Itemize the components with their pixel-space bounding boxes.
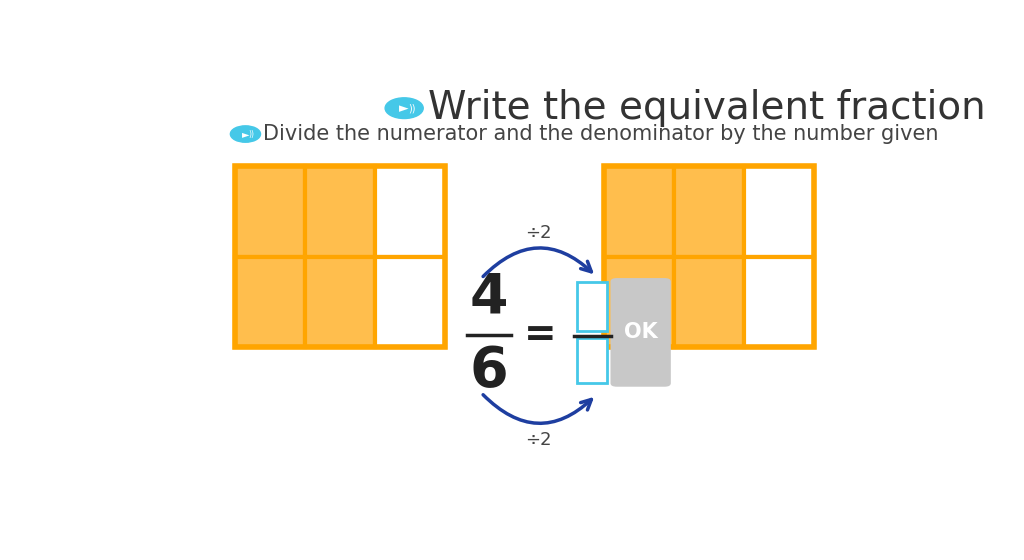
Text: ►: ► [242, 129, 249, 139]
Bar [578, 282, 607, 331]
Bar [236, 257, 305, 347]
Text: 6: 6 [470, 344, 509, 398]
Text: ►: ► [399, 102, 409, 115]
Text: ÷2: ÷2 [525, 431, 552, 449]
Bar [305, 257, 376, 347]
Bar [305, 166, 376, 257]
Text: Divide the numerator and the denominator by the number given: Divide the numerator and the denominator… [263, 124, 938, 144]
Bar [376, 257, 445, 347]
Bar [578, 338, 607, 383]
Text: Write the equivalent fraction: Write the equivalent fraction [428, 89, 986, 127]
Text: 4: 4 [470, 271, 508, 325]
Bar [604, 166, 814, 347]
Bar [604, 166, 674, 257]
Bar [236, 166, 445, 347]
Bar [744, 257, 814, 347]
Text: OK: OK [624, 323, 657, 342]
Text: ÷2: ÷2 [525, 224, 552, 242]
FancyBboxPatch shape [610, 278, 671, 387]
Text: )): )) [249, 129, 255, 138]
Bar [236, 166, 305, 257]
Circle shape [230, 126, 260, 142]
Bar [376, 166, 445, 257]
Bar [604, 257, 674, 347]
Bar [674, 257, 744, 347]
Circle shape [385, 98, 423, 119]
Text: =: = [524, 315, 557, 353]
Bar [674, 166, 744, 257]
Text: )): )) [409, 103, 416, 113]
Bar [744, 166, 814, 257]
